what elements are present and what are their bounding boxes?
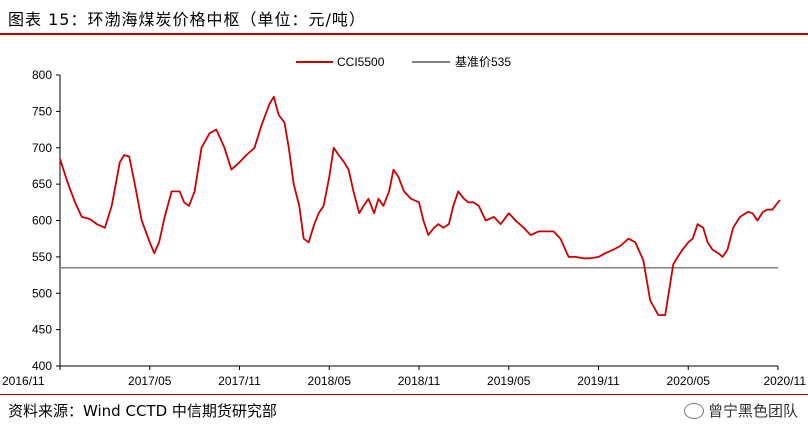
y-axis-ticks: 400 450 500 550 600 650 700 750 800 (32, 68, 60, 373)
x-tick-label: 2017/11 (218, 374, 261, 388)
y-tick-label: 400 (32, 359, 52, 373)
title-rule (0, 33, 808, 35)
legend-label-baseline: 基准价535 (455, 55, 511, 69)
x-tick-label: 2019/05 (487, 374, 531, 388)
price-line-chart: 400 450 500 550 600 650 700 750 800 2016/11 2017/… (2, 55, 806, 388)
y-tick-label: 700 (32, 141, 52, 155)
x-tick-label: 2016/11 (2, 374, 45, 388)
y-tick-label: 450 (32, 323, 52, 337)
x-tick-label: 2019/11 (577, 374, 620, 388)
y-tick-label: 600 (32, 214, 52, 228)
legend-label-cci5500: CCI5500 (337, 55, 385, 69)
chart-legend: CCI5500 基准价535 (296, 55, 511, 69)
y-tick-label: 750 (32, 104, 52, 118)
y-tick-label: 650 (32, 177, 52, 191)
cci5500-line (59, 95, 781, 317)
source-rule (0, 394, 808, 395)
x-tick-label: 2018/11 (398, 374, 441, 388)
wechat-icon (683, 402, 704, 419)
x-tick-label: 2017/05 (128, 374, 172, 388)
x-axis-ticks: 2016/11 2017/05 2017/11 2018/05 2018/11 2019/… (2, 366, 806, 388)
y-tick-label: 800 (32, 68, 52, 82)
watermark-text: 曾宁黑色团队 (707, 402, 798, 420)
source-note: 资料来源：Wind CCTD 中信期货研究部 (8, 402, 277, 420)
x-tick-label: 2020/05 (667, 374, 711, 388)
chart-axes (59, 75, 778, 367)
figure-title-bar: 图表 15：环渤海煤炭价格中枢（单位：元/吨） (0, 0, 808, 33)
figure-title: 图表 15：环渤海煤炭价格中枢（单位：元/吨） (8, 10, 366, 29)
y-tick-label: 500 (32, 286, 52, 300)
watermark: 曾宁黑色团队 (683, 400, 798, 421)
x-tick-label: 2018/05 (308, 374, 352, 388)
cci5500-series (59, 95, 781, 317)
x-tick-label: 2020/11 (764, 374, 807, 388)
y-tick-label: 550 (32, 250, 52, 264)
